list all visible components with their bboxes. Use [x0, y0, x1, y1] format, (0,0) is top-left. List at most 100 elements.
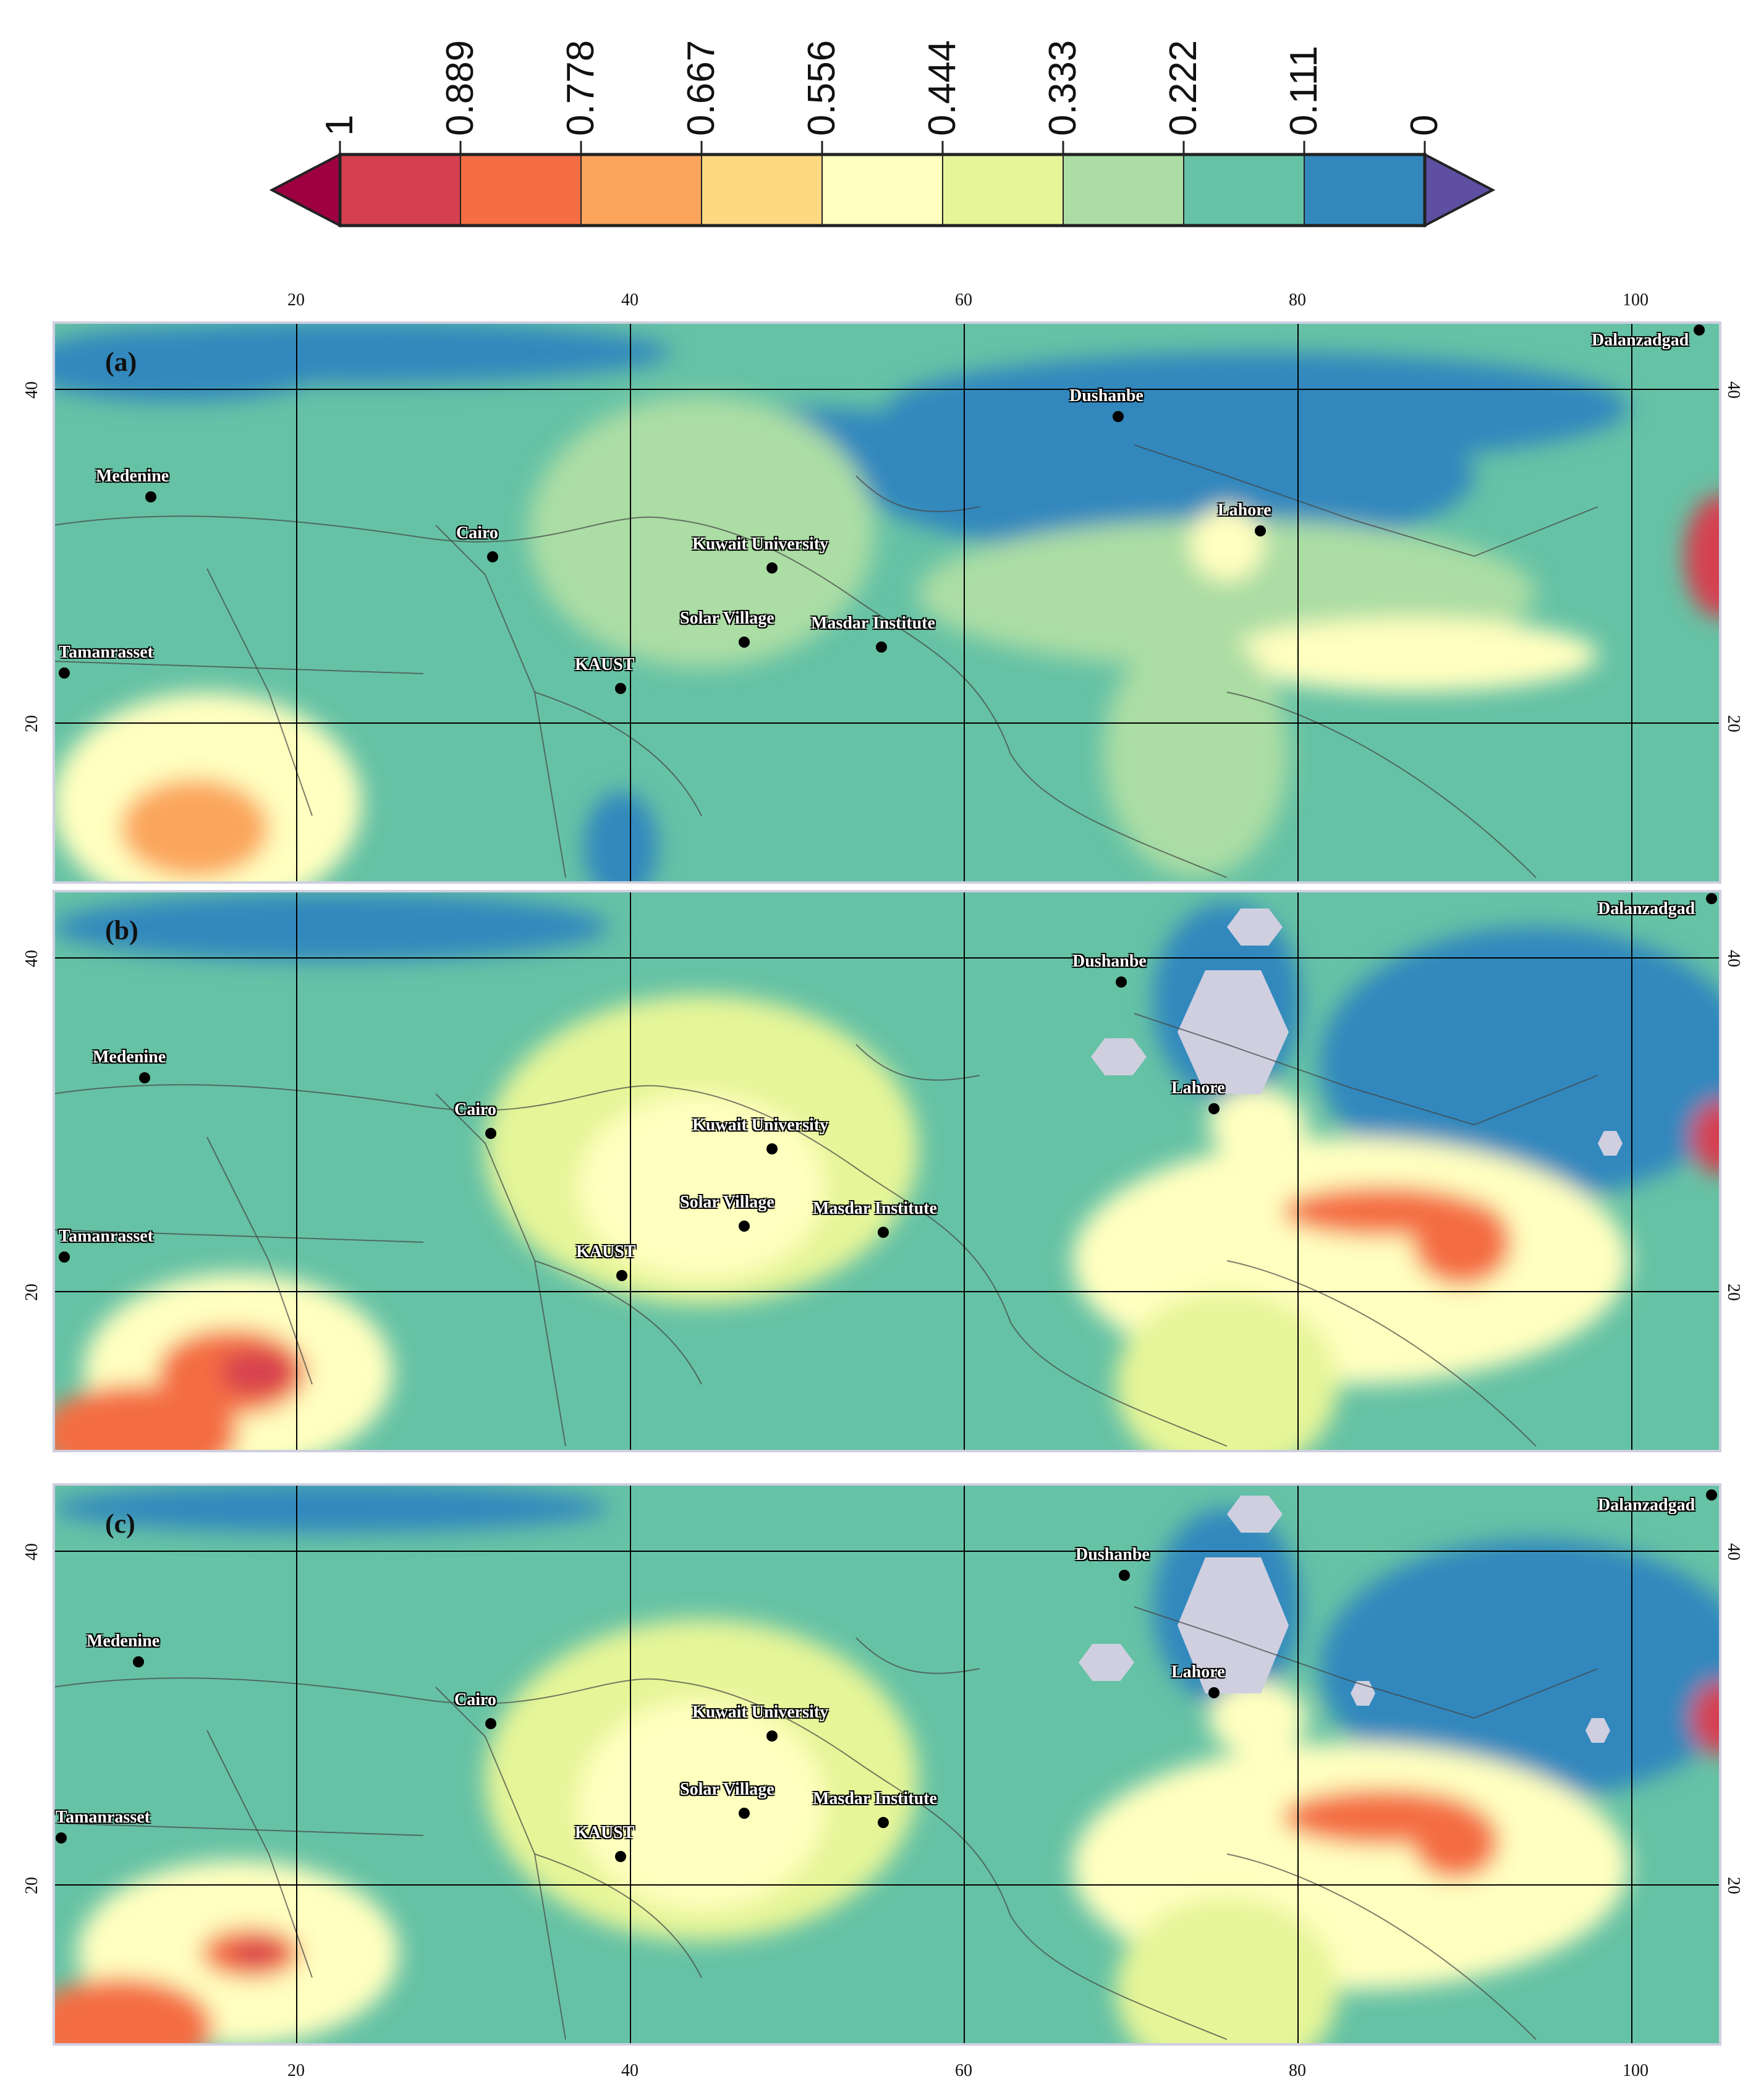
field-region [53, 1483, 609, 1533]
city-name: Lahore [1171, 1662, 1225, 1682]
city-dot [878, 1817, 889, 1828]
lat-tick-label-right: 40 [1724, 1543, 1743, 1560]
field-region [1116, 1292, 1338, 1452]
lat-tick-label-right: 40 [1724, 950, 1743, 967]
country-border [53, 1084, 671, 1111]
city-name: Dushanbe [1069, 386, 1144, 405]
city-dot [1706, 1489, 1717, 1501]
city-dot [1113, 411, 1124, 422]
city-dot [56, 1832, 67, 1844]
country-border [1134, 1013, 1598, 1126]
country-border [670, 519, 1011, 755]
country-border [206, 1137, 313, 1385]
field-region [232, 1941, 281, 1965]
lat-tick-label-right: 40 [1724, 381, 1743, 399]
country-border [534, 692, 702, 816]
city-name: Cairo [454, 1100, 496, 1119]
city-name: Medenine [93, 1048, 166, 1067]
colorbar-tick-label: 0.222 [1162, 40, 1205, 136]
field-region [219, 1350, 294, 1394]
country-border [435, 525, 566, 878]
colorbar-tick-label: 0.556 [800, 40, 843, 136]
colorbar-tick-label: 0.333 [1042, 40, 1084, 136]
colorbar-over-triangle [1424, 152, 1496, 228]
field-region [640, 593, 763, 667]
missing-data-patch [1598, 1131, 1623, 1156]
lon-tick-label-bottom: 40 [621, 2061, 639, 2080]
colorbar-segment [942, 154, 1064, 226]
city-name: Cairo [456, 523, 498, 543]
country-border [1010, 753, 1228, 878]
colorbar-graphic: 1 0.889 0.778 0.667 0.556 0.444 0.333 0.222 0.11… [269, 40, 1496, 228]
lon-tick-label-bottom: 100 [1623, 2061, 1649, 2080]
city-name: Kuwait University [692, 535, 829, 554]
missing-data-patch [1227, 1496, 1283, 1533]
city-dot [1255, 525, 1266, 536]
city-dot [1694, 324, 1705, 336]
field-region [1116, 1897, 1338, 2046]
map-panel-b: (b) Dalanzadgad Dushanbe Medenine Lahore Cai… [53, 890, 1721, 1452]
lat-tick-label-right: 20 [1724, 1284, 1743, 1301]
colorbar-segment [1063, 154, 1184, 226]
country-border [1226, 692, 1537, 878]
city-dot [485, 1718, 496, 1729]
field-region [1684, 494, 1721, 618]
city-name: Dalanzadgad [1598, 899, 1695, 918]
city-dot [739, 1808, 750, 1819]
country-border [53, 1823, 424, 1836]
city-dot [739, 1221, 750, 1232]
city-name: KAUST [576, 1242, 636, 1261]
country-border [53, 1229, 424, 1243]
map-c [53, 1483, 1721, 2046]
city-name: Medenine [96, 467, 169, 486]
colorbar-tick-label: 0.444 [921, 40, 964, 136]
city-name: KAUST [575, 655, 635, 674]
city-name: Kuwait University [692, 1116, 829, 1135]
city-name: Masdar Institute [813, 1199, 937, 1218]
lat-tick-label-right: 20 [1724, 1877, 1743, 1894]
lat-tick-label-left: 20 [22, 1284, 41, 1301]
city-dot [1208, 1103, 1220, 1114]
city-dot [1208, 1687, 1220, 1698]
city-name: Kuwait University [692, 1703, 829, 1722]
city-name: Medenine [87, 1632, 160, 1651]
field-region [584, 791, 658, 884]
country-border [435, 1687, 566, 2040]
missing-data-patch [1079, 1644, 1134, 1681]
field-region [53, 321, 671, 383]
map-panel-a: (a) Dalanzadgad Dushanbe Medenine Lahore Cai… [53, 321, 1721, 884]
city-name: Solar Village [680, 609, 774, 628]
field-region [1208, 1088, 1307, 1162]
colorbar-tick-label: 0.889 [439, 40, 482, 136]
country-border [534, 1260, 702, 1385]
city-dot [59, 1251, 70, 1263]
city-name: Dushanbe [1072, 952, 1147, 971]
field-region [578, 1094, 825, 1279]
city-dot [766, 1143, 778, 1154]
panel-label: (c) [105, 1509, 135, 1539]
lon-tick-label-top: 60 [955, 290, 972, 310]
colorbar-tick-label: 0.778 [559, 40, 602, 136]
city-name: Dalanzadgad [1592, 331, 1689, 350]
panel-label: (b) [105, 915, 138, 946]
missing-data-patch [1178, 970, 1289, 1094]
colorbar-segment [339, 154, 461, 226]
city-dot [616, 1270, 627, 1281]
field-region [1227, 618, 1598, 692]
country-border [53, 661, 424, 674]
missing-data-patch [1091, 1038, 1147, 1075]
lat-tick-label-left: 40 [22, 381, 41, 399]
map-a [53, 321, 1721, 884]
field-region [53, 1384, 238, 1452]
map-panel-c: (c) Dalanzadgad Dushanbe Medenine Lahore Cai… [53, 1483, 1721, 2046]
colorbar-segment [1183, 154, 1305, 226]
city-dot [615, 1851, 626, 1862]
city-name: Tamanrasset [56, 1808, 150, 1827]
field-region [121, 779, 269, 878]
panel-label: (a) [105, 347, 137, 377]
lon-tick-label-top: 40 [621, 290, 639, 310]
country-border [855, 1044, 980, 1081]
city-dot [487, 551, 498, 562]
colorbar-tick-label: 0.111 [1283, 46, 1325, 136]
colorbar-tick-label: 0 [1403, 115, 1446, 136]
